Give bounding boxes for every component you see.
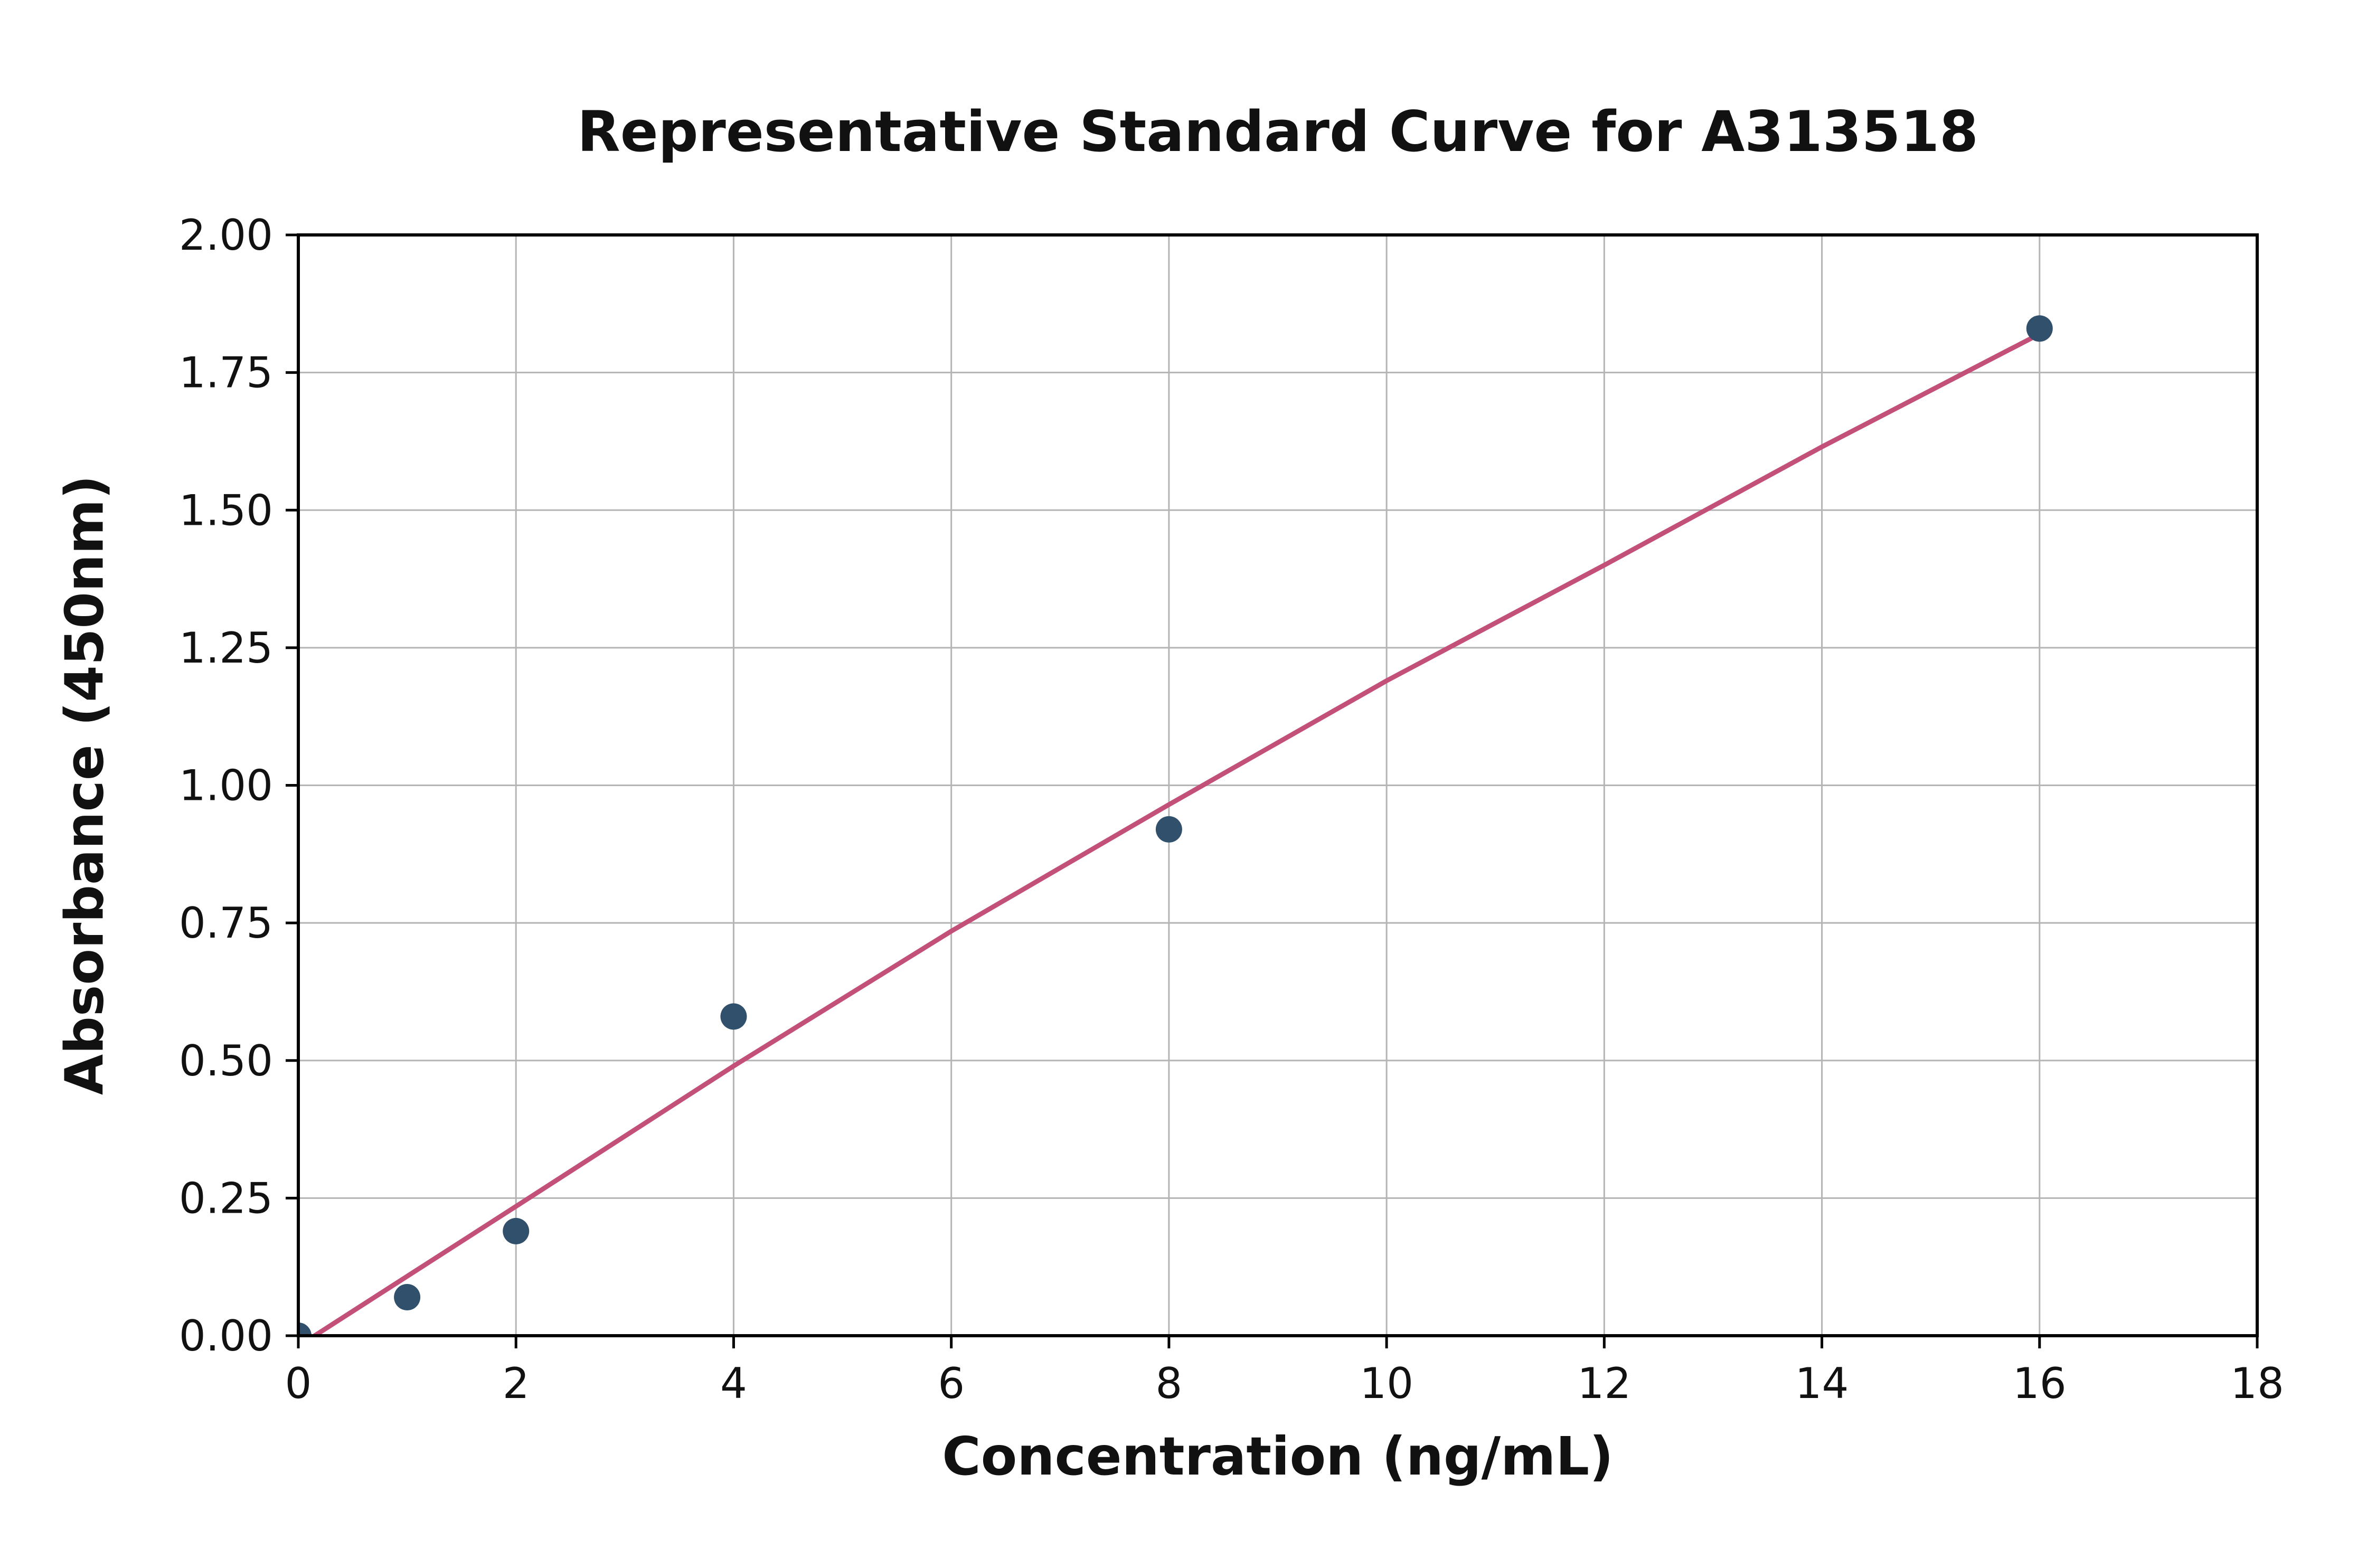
svg-text:1.00: 1.00 — [179, 761, 273, 810]
svg-text:1.25: 1.25 — [179, 624, 273, 673]
svg-text:0.25: 0.25 — [179, 1174, 273, 1223]
svg-text:10: 10 — [1360, 1359, 1413, 1408]
svg-text:1.50: 1.50 — [179, 486, 273, 535]
x-tick-labels: 0 2 4 6 8 10 12 14 16 18 — [285, 1359, 2284, 1408]
svg-text:0.50: 0.50 — [179, 1036, 273, 1085]
x-axis-label: Concentration (ng/mL) — [942, 1425, 1614, 1487]
svg-text:0.00: 0.00 — [179, 1311, 273, 1361]
svg-text:14: 14 — [1795, 1359, 1849, 1408]
tick-marks — [286, 233, 2259, 1348]
y-tick-labels: 0.00 0.25 0.50 0.75 1.00 1.25 1.50 1.75 2.00 — [179, 211, 273, 1361]
svg-text:2.00: 2.00 — [179, 211, 273, 260]
svg-text:16: 16 — [2013, 1359, 2067, 1408]
grid-lines — [297, 234, 2258, 1337]
svg-text:6: 6 — [938, 1359, 965, 1408]
svg-text:18: 18 — [2230, 1359, 2284, 1408]
chart-title: Representative Standard Curve for A31351… — [577, 99, 1978, 164]
svg-text:8: 8 — [1155, 1359, 1182, 1408]
standard-points — [298, 315, 2053, 1336]
svg-text:0.75: 0.75 — [179, 899, 273, 948]
svg-text:2: 2 — [503, 1359, 530, 1408]
svg-text:4: 4 — [720, 1359, 747, 1408]
fit-line — [312, 332, 2042, 1336]
svg-text:12: 12 — [1577, 1359, 1631, 1408]
svg-text:1.75: 1.75 — [179, 348, 273, 398]
svg-text:0: 0 — [285, 1359, 312, 1408]
